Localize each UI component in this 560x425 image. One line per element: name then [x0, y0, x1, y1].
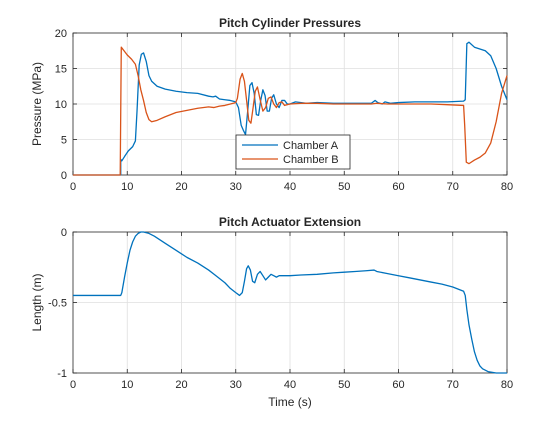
x-tick-label: 0 — [70, 181, 76, 193]
x-tick-label: 10 — [121, 379, 133, 391]
time-x-axis-label: Time (s) — [268, 395, 312, 409]
x-tick-label: 40 — [284, 181, 296, 193]
x-tick-label: 30 — [230, 379, 242, 391]
pressure-legend: Chamber A Chamber B — [236, 135, 350, 169]
y-tick-label: 5 — [61, 135, 67, 147]
x-tick-label: 60 — [392, 379, 404, 391]
x-tick-label: 0 — [70, 379, 76, 391]
y-tick-label: 0 — [61, 227, 67, 239]
extension-y-axis-label: Length (m) — [30, 273, 44, 331]
x-tick-label: 20 — [175, 181, 187, 193]
x-tick-label: 40 — [284, 379, 296, 391]
x-tick-label: 20 — [175, 379, 187, 391]
y-tick-label: 20 — [55, 28, 67, 40]
y-tick-label: 10 — [55, 99, 67, 111]
x-tick-label: 50 — [338, 181, 350, 193]
x-tick-label: 70 — [447, 181, 459, 193]
x-tick-label: 60 — [392, 181, 404, 193]
legend-label-chamber-a: Chamber A — [283, 140, 339, 152]
y-tick-label: -1 — [57, 368, 67, 380]
x-tick-label: 70 — [447, 379, 459, 391]
pressure-chart-title: Pitch Cylinder Pressures — [219, 16, 361, 30]
legend-label-chamber-b: Chamber B — [283, 154, 339, 166]
x-tick-label: 80 — [501, 379, 513, 391]
x-tick-label: 80 — [501, 181, 513, 193]
y-tick-label: -0.5 — [48, 298, 67, 310]
y-tick-label: 0 — [61, 170, 67, 182]
x-tick-label: 10 — [121, 181, 133, 193]
x-tick-label: 50 — [338, 379, 350, 391]
y-tick-label: 15 — [55, 64, 67, 76]
x-tick-label: 30 — [230, 181, 242, 193]
pressure-y-axis-label: Pressure (MPa) — [30, 62, 44, 146]
extension-chart-title: Pitch Actuator Extension — [219, 215, 361, 229]
